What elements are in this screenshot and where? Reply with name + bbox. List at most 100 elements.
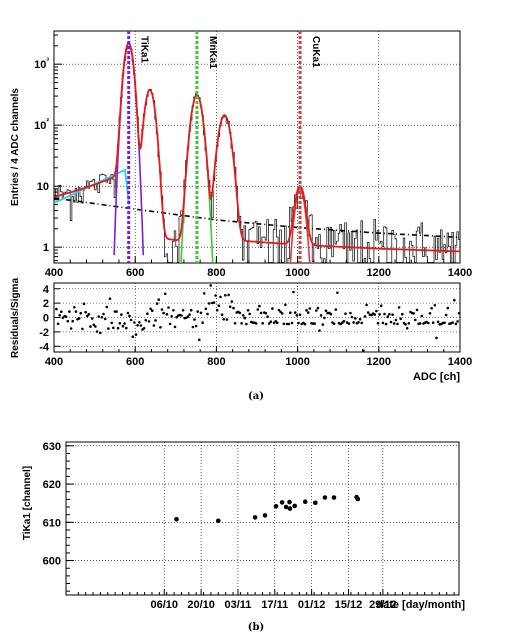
- residual-point: [225, 318, 229, 321]
- residual-point: [392, 322, 396, 325]
- residual-point: [139, 324, 143, 327]
- residual-point: [324, 309, 328, 313]
- residual-point: [453, 298, 456, 302]
- residual-point: [254, 322, 258, 325]
- stability-plot: 06/10 20/10 03/11 17/11 01/12 15/12 29/12 600 61…: [22, 441, 465, 611]
- residual-point: [433, 304, 437, 307]
- residual-point: [431, 321, 435, 325]
- residual-point: [451, 321, 455, 324]
- residual-point: [378, 313, 381, 316]
- residual-point: [147, 320, 151, 323]
- residual-point: [116, 326, 120, 330]
- residual-point: [227, 293, 230, 297]
- y-tick-label: 10³: [34, 56, 49, 71]
- residual-point: [84, 310, 87, 314]
- stability-point: [355, 496, 361, 502]
- residual-point: [86, 314, 89, 318]
- residual-point: [228, 305, 232, 309]
- y-tick-label: 4: [43, 284, 50, 296]
- residual-point: [209, 284, 212, 287]
- residual-point: [349, 311, 352, 315]
- residual-point: [379, 304, 383, 308]
- residual-point: [66, 319, 70, 323]
- residual-point: [243, 316, 247, 320]
- residual-point: [457, 311, 461, 315]
- residual-point: [298, 313, 302, 317]
- residual-point: [245, 322, 248, 326]
- residual-point: [188, 313, 191, 316]
- residual-point: [74, 310, 78, 313]
- y-tick-label: 620: [43, 479, 61, 491]
- residual-point: [384, 322, 388, 326]
- residual-point: [259, 311, 263, 315]
- x-tick-label: 1000: [285, 356, 309, 368]
- residual-point: [129, 318, 133, 322]
- residual-point: [64, 315, 68, 319]
- stability-point: [302, 499, 308, 505]
- residual-point: [362, 349, 365, 352]
- residual-point: [180, 314, 183, 317]
- residual-point: [366, 311, 370, 314]
- residuals-plot: 400 600 800 1000 1200 1400 -4 -2 0 2 4 Residuals/S…: [10, 278, 472, 383]
- residual-point: [373, 313, 377, 316]
- residual-point: [446, 306, 450, 310]
- x-tick-label: 15/12: [335, 599, 363, 611]
- residual-point: [224, 294, 227, 297]
- stability-point: [273, 504, 279, 509]
- residual-point: [175, 315, 178, 319]
- residual-point: [61, 316, 65, 320]
- residual-point: [110, 321, 113, 325]
- residual-point: [306, 311, 310, 314]
- residual-point: [376, 321, 380, 325]
- residual-point: [323, 316, 326, 320]
- stability-point: [283, 504, 289, 510]
- residual-point: [444, 313, 448, 317]
- residual-point: [407, 322, 411, 325]
- residual-point: [69, 327, 73, 330]
- residual-point: [146, 312, 149, 316]
- residual-point: [418, 322, 422, 325]
- y-tick-label: 10²: [34, 117, 49, 132]
- y-tick-exponent: ²: [46, 117, 49, 126]
- residual-point: [386, 315, 390, 319]
- residual-point: [118, 322, 122, 325]
- residual-point: [142, 327, 146, 330]
- stability-frame: [65, 441, 460, 596]
- residual-point: [352, 321, 355, 324]
- x-tick-label: 800: [207, 356, 225, 368]
- x-tick-label: 1400: [448, 356, 472, 368]
- total-fit-curve: [54, 41, 460, 253]
- residual-point: [100, 316, 104, 319]
- x-tick-label: 03/11: [224, 599, 251, 611]
- residual-point: [454, 322, 458, 326]
- residual-point: [241, 314, 245, 317]
- x-tick-label: 800: [207, 267, 225, 279]
- residuals-grid: [54, 283, 460, 352]
- residual-point: [297, 321, 300, 325]
- y-tick-label: 600: [43, 556, 61, 568]
- residual-point: [394, 318, 398, 322]
- y-tick-label: -4: [39, 341, 50, 353]
- residual-point: [105, 305, 109, 309]
- residual-point: [168, 322, 172, 326]
- spectrum-ticks: 400 600 800 1000 1200 1400 1 10 10² 10³: [34, 34, 472, 279]
- stability-point: [292, 503, 298, 509]
- residual-point: [428, 312, 432, 315]
- x-tick-label: 400: [45, 356, 63, 368]
- residual-point: [269, 320, 273, 324]
- residual-point: [248, 312, 251, 316]
- line-label: TiKa1: [139, 36, 150, 63]
- residual-point: [134, 333, 138, 336]
- residual-point: [436, 320, 440, 324]
- residual-point: [266, 315, 269, 319]
- residual-point: [430, 306, 433, 310]
- residual-point: [375, 309, 378, 313]
- residual-point: [282, 322, 286, 326]
- residual-point: [350, 315, 354, 319]
- y-tick-label: 610: [43, 517, 61, 529]
- residual-point: [256, 308, 260, 311]
- residual-point: [159, 326, 162, 329]
- residual-point: [399, 317, 403, 321]
- x-tick-label: 400: [45, 267, 63, 279]
- stability-point: [262, 513, 268, 518]
